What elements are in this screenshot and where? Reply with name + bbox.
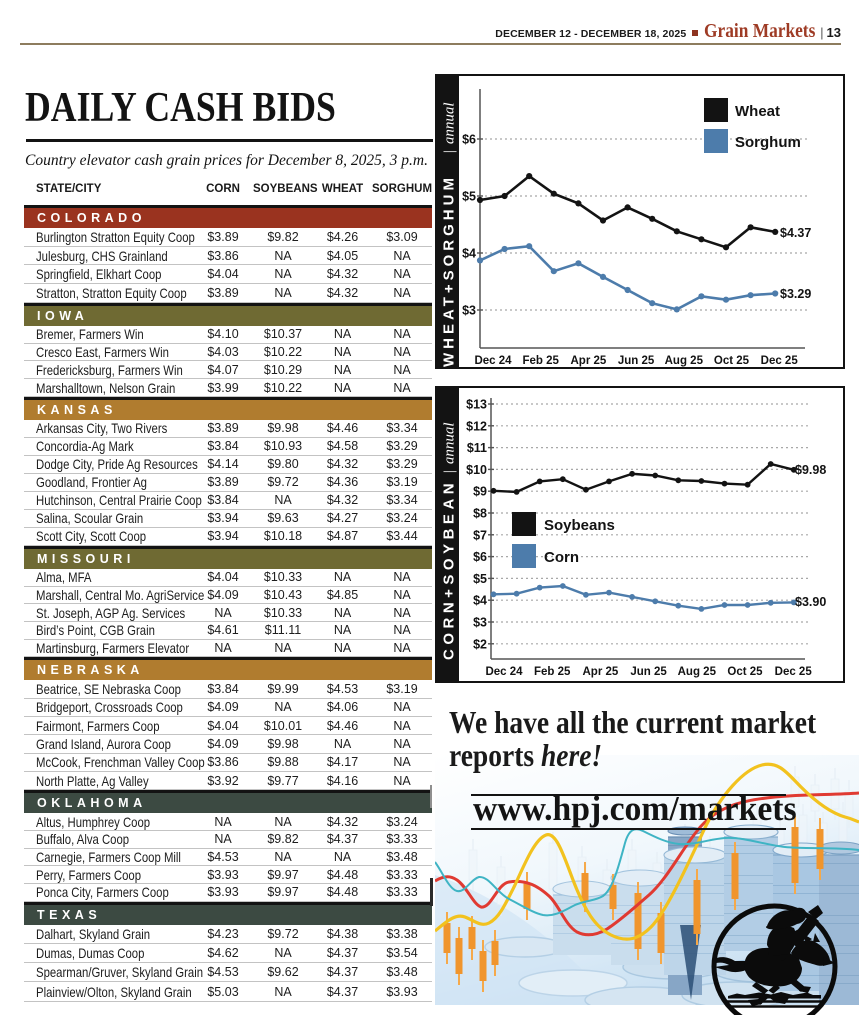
svg-text:Dec 24: Dec 24 [474,355,512,367]
svg-text:$12: $12 [466,419,487,433]
svg-text:Dec 24: Dec 24 [485,666,523,678]
svg-text:Aug 25: Aug 25 [665,355,704,367]
svg-text:$7: $7 [473,528,487,542]
svg-text:$8: $8 [473,507,487,521]
svg-text:$3: $3 [473,616,487,630]
svg-text:CORN+SOYBEAN: CORN+SOYBEAN [441,479,458,660]
svg-text:$5: $5 [473,572,487,586]
svg-text:Wheat: Wheat [735,103,780,120]
svg-text:Jun 25: Jun 25 [618,355,655,367]
svg-text:| annual: | annual [442,102,458,154]
svg-text:$11: $11 [467,441,487,455]
svg-text:Feb 25: Feb 25 [534,666,571,678]
svg-text:$3.29: $3.29 [780,287,811,301]
svg-text:$10: $10 [466,463,487,477]
svg-text:| annual: | annual [442,422,458,474]
svg-text:$13: $13 [466,398,487,412]
svg-text:$5: $5 [462,190,476,204]
svg-text:Aug 25: Aug 25 [678,666,717,678]
svg-text:Dec 25: Dec 25 [761,355,799,367]
svg-text:$3.90: $3.90 [795,595,826,609]
svg-text:$9: $9 [473,485,487,499]
svg-text:Oct 25: Oct 25 [727,666,763,678]
svg-text:$4: $4 [473,594,487,608]
svg-text:$4: $4 [462,247,476,261]
svg-text:Apr 25: Apr 25 [571,355,607,367]
svg-text:$6: $6 [473,550,487,564]
svg-text:Dec 25: Dec 25 [775,666,813,678]
svg-text:Sorghum: Sorghum [735,134,801,151]
svg-text:$4.37: $4.37 [780,226,811,240]
svg-text:$6: $6 [462,133,476,147]
svg-text:$9.98: $9.98 [795,463,826,477]
svg-text:Jun 25: Jun 25 [630,666,667,678]
svg-text:$3: $3 [462,304,476,318]
svg-text:Feb 25: Feb 25 [522,355,559,367]
svg-text:WHEAT+SORGHUM: WHEAT+SORGHUM [441,174,458,367]
svg-text:$2: $2 [473,637,487,651]
svg-text:Oct 25: Oct 25 [714,355,750,367]
svg-text:Soybeans: Soybeans [544,517,615,534]
svg-text:Corn: Corn [544,549,579,566]
svg-text:Apr 25: Apr 25 [583,666,619,678]
